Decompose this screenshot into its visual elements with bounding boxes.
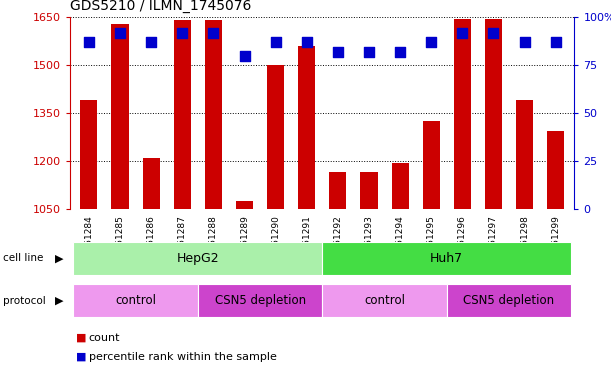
Bar bbox=[198, 284, 323, 317]
Bar bbox=[392, 163, 409, 209]
Point bbox=[177, 30, 187, 36]
Point bbox=[426, 39, 436, 45]
Text: CSN5 depletion: CSN5 depletion bbox=[214, 294, 306, 307]
Text: GDS5210 / ILMN_1745076: GDS5210 / ILMN_1745076 bbox=[70, 0, 252, 13]
Text: Huh7: Huh7 bbox=[430, 252, 463, 265]
Bar bbox=[454, 19, 471, 209]
Point bbox=[84, 39, 94, 45]
Text: control: control bbox=[364, 294, 405, 307]
Text: percentile rank within the sample: percentile rank within the sample bbox=[89, 352, 276, 362]
Bar bbox=[516, 101, 533, 209]
Point bbox=[489, 30, 499, 36]
Point bbox=[395, 49, 405, 55]
Point bbox=[271, 39, 280, 45]
Point bbox=[208, 30, 218, 36]
Text: CSN5 depletion: CSN5 depletion bbox=[463, 294, 555, 307]
Point bbox=[520, 39, 530, 45]
Point bbox=[240, 53, 249, 59]
Bar bbox=[236, 201, 253, 209]
Bar bbox=[423, 121, 440, 209]
Bar bbox=[267, 65, 284, 209]
Text: count: count bbox=[89, 333, 120, 343]
Text: protocol: protocol bbox=[3, 296, 46, 306]
Text: ▶: ▶ bbox=[55, 253, 64, 263]
Point bbox=[146, 39, 156, 45]
Point bbox=[302, 39, 312, 45]
Point bbox=[333, 49, 343, 55]
Text: ■: ■ bbox=[76, 333, 87, 343]
Bar bbox=[360, 172, 378, 209]
Text: HepG2: HepG2 bbox=[177, 252, 219, 265]
Bar bbox=[547, 131, 564, 209]
Text: control: control bbox=[115, 294, 156, 307]
Bar bbox=[73, 284, 198, 317]
Bar bbox=[111, 24, 128, 209]
Point bbox=[115, 30, 125, 36]
Bar bbox=[205, 20, 222, 209]
Point bbox=[458, 30, 467, 36]
Text: ▶: ▶ bbox=[55, 296, 64, 306]
Point bbox=[364, 49, 374, 55]
Point bbox=[551, 39, 560, 45]
Bar bbox=[73, 242, 323, 275]
Bar bbox=[323, 242, 571, 275]
Bar bbox=[81, 101, 98, 209]
Bar bbox=[447, 284, 571, 317]
Bar bbox=[298, 46, 315, 209]
Bar bbox=[174, 20, 191, 209]
Bar bbox=[485, 19, 502, 209]
Text: cell line: cell line bbox=[3, 253, 43, 263]
Bar bbox=[323, 284, 447, 317]
Bar bbox=[329, 172, 346, 209]
Bar bbox=[142, 158, 159, 209]
Text: ■: ■ bbox=[76, 352, 87, 362]
